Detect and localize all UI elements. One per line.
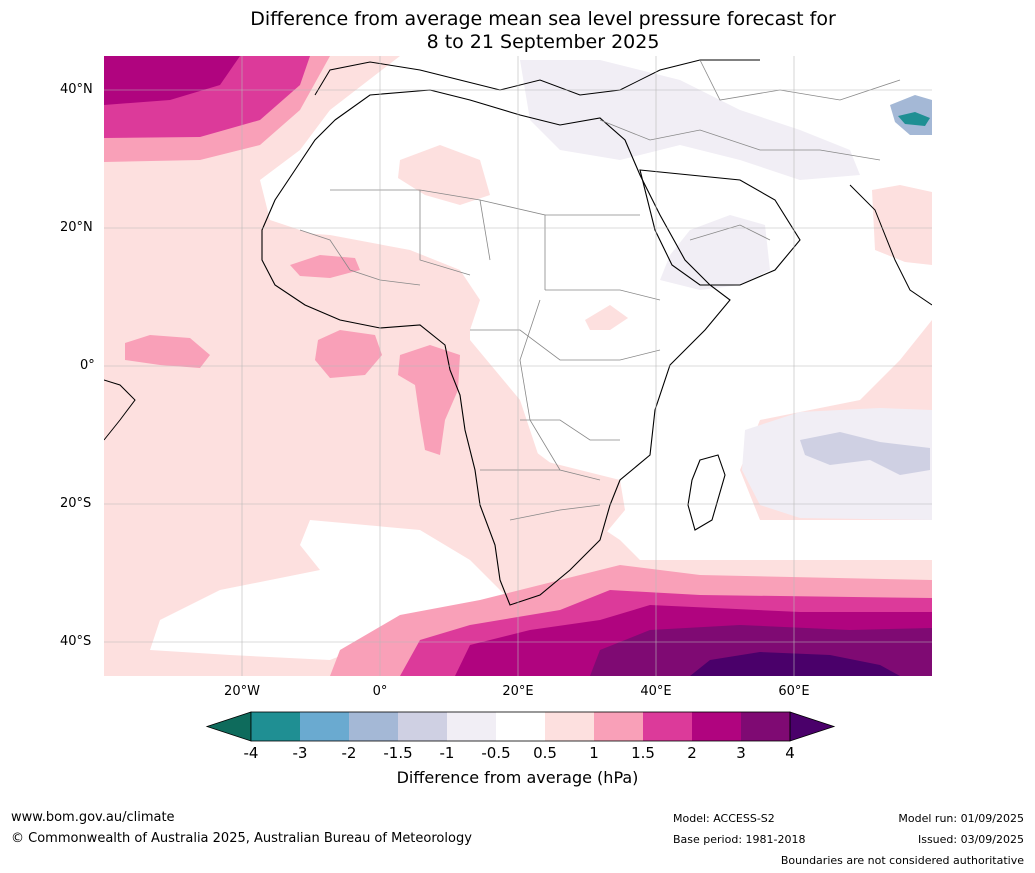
- colorbar-tick: 4: [785, 744, 795, 762]
- south-america-coastline: [104, 379, 136, 441]
- lat-label-20s: 20°S: [60, 496, 92, 511]
- colorbar-swatch: [447, 712, 496, 741]
- anomaly-pink-west-africa: [260, 230, 480, 330]
- colorbar-swatch: [643, 712, 692, 741]
- colorbar-tick: -1: [439, 744, 455, 762]
- colorbar-swatch: [594, 712, 643, 741]
- colorbar-tick: -2: [341, 744, 357, 762]
- footer-disclaimer: Boundaries are not considered authoritat…: [780, 854, 1024, 867]
- colorbar-tick: -4: [243, 744, 259, 762]
- anomaly-neg-arabia: [660, 215, 770, 290]
- anomaly-pink-india: [872, 185, 932, 265]
- colorbar-under-arrow: [205, 711, 252, 742]
- colorbar-swatch: [496, 712, 545, 741]
- africa-coastline: [261, 89, 731, 606]
- colorbar-tick: 3: [736, 744, 746, 762]
- map-gridlines: [104, 56, 932, 676]
- footer-copyright: © Commonwealth of Australia 2025, Austra…: [11, 831, 472, 846]
- map-title-line2: 8 to 21 September 2025: [426, 31, 660, 53]
- lon-label-40e: 40°E: [640, 684, 672, 699]
- anomaly-southern-band5: [690, 652, 900, 676]
- colorbar-tick: 1.5: [631, 744, 655, 762]
- anomaly-neutral-south-atlantic: [150, 520, 510, 660]
- footer-website-link[interactable]: www.bom.gov.au/climate: [11, 810, 175, 825]
- anomaly-neg-himalaya-core: [898, 112, 930, 126]
- map-title: Difference from average mean sea level p…: [0, 8, 1035, 54]
- colorbar-over-arrow: [789, 711, 836, 742]
- india-coastline: [849, 184, 932, 306]
- colorbar-swatch: [398, 712, 447, 741]
- colorbar-tick: -3: [292, 744, 308, 762]
- colorbar-tick: -1.5: [383, 744, 413, 762]
- lat-label-0: 0°: [80, 358, 95, 373]
- colorbar: [205, 711, 836, 742]
- colorbar-outline: [250, 711, 791, 742]
- colorbar-swatch: [349, 712, 398, 741]
- colorbar-swatch: [251, 712, 300, 741]
- colorbar-swatch: [545, 712, 594, 741]
- anomaly-nw-atlantic-band4: [104, 56, 240, 105]
- lon-label-20e: 20°E: [502, 684, 534, 699]
- colorbar-label: Difference from average (hPa): [396, 768, 639, 787]
- colorbar-tick: 0.5: [533, 744, 557, 762]
- anomaly-mid-pink-east-africa: [585, 305, 628, 330]
- footer-model: Model: ACCESS-S2: [673, 812, 775, 825]
- map-title-line1: Difference from average mean sea level p…: [250, 8, 836, 30]
- lon-label-60e: 60°E: [778, 684, 810, 699]
- footer-base-period: Base period: 1981-2018: [673, 833, 806, 846]
- anomaly-neg-indian-ocean-core: [800, 432, 930, 475]
- colorbar-swatch: [692, 712, 741, 741]
- madagascar-coastline: [687, 454, 726, 531]
- anomaly-mid-pink-west-africa: [290, 255, 360, 278]
- europe-coastline: [314, 59, 760, 96]
- lon-label-0: 0°: [372, 684, 388, 699]
- footer-model-run: Model run: 01/09/2025: [898, 812, 1024, 825]
- colorbar-swatch: [300, 712, 349, 741]
- lon-label-20w: 20°W: [224, 684, 260, 699]
- colorbar-tick: 1: [589, 744, 599, 762]
- footer-issued: Issued: 03/09/2025: [917, 833, 1024, 846]
- lat-label-40s: 40°S: [60, 634, 92, 649]
- colorbar-tick: -0.5: [481, 744, 511, 762]
- colorbar-swatch: [741, 712, 790, 741]
- colorbar-tick: 2: [687, 744, 697, 762]
- anomaly-mid-pink-west-atlantic: [125, 335, 210, 368]
- anomaly-mid-pink-angola-coast: [398, 345, 460, 455]
- anomaly-pink-sw-africa: [450, 340, 625, 570]
- lat-label-40n: 40°N: [60, 82, 93, 97]
- lat-label-20n: 20°N: [60, 220, 93, 235]
- arabia-coastline: [639, 169, 801, 286]
